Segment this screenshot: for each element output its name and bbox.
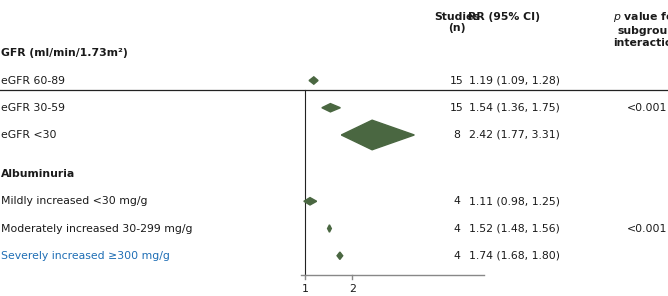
Text: Mildly increased <30 mg/g: Mildly increased <30 mg/g [1,196,148,206]
Text: eGFR <30: eGFR <30 [1,130,57,140]
Text: 1.11 (0.98, 1.25): 1.11 (0.98, 1.25) [469,196,560,206]
Text: RR (95% CI): RR (95% CI) [468,12,540,22]
Text: 1.54 (1.36, 1.75): 1.54 (1.36, 1.75) [469,103,560,113]
Polygon shape [327,225,331,232]
Text: Severely increased ≥300 mg/g: Severely increased ≥300 mg/g [1,251,170,261]
Text: 1.52 (1.48, 1.56): 1.52 (1.48, 1.56) [469,223,560,234]
Polygon shape [337,252,343,259]
Polygon shape [341,120,414,150]
Text: Albuminuria: Albuminuria [1,169,75,179]
Polygon shape [322,104,341,112]
Text: $p$ value for
subgroup
interaction: $p$ value for subgroup interaction [613,10,668,48]
Text: 1.74 (1.68, 1.80): 1.74 (1.68, 1.80) [469,251,560,261]
Text: 2.42 (1.77, 3.31): 2.42 (1.77, 3.31) [469,130,560,140]
Text: 1.19 (1.09, 1.28): 1.19 (1.09, 1.28) [469,75,560,86]
Text: 4: 4 [454,251,460,261]
Text: 1: 1 [301,284,308,294]
Text: Studies
(n): Studies (n) [434,12,480,33]
Polygon shape [304,198,317,205]
Text: eGFR 30-59: eGFR 30-59 [1,103,65,113]
Text: 4: 4 [454,196,460,206]
Text: eGFR 60-89: eGFR 60-89 [1,75,65,86]
Text: Moderately increased 30-299 mg/g: Moderately increased 30-299 mg/g [1,223,193,234]
Text: <0.001: <0.001 [627,223,667,234]
Text: <0.001: <0.001 [627,103,667,113]
Text: 8: 8 [454,130,460,140]
Text: 15: 15 [450,75,464,86]
Text: 2: 2 [349,284,355,294]
Text: 15: 15 [450,103,464,113]
Polygon shape [309,77,318,84]
Text: GFR (ml/min/1.73m²): GFR (ml/min/1.73m²) [1,48,128,58]
Text: 4: 4 [454,223,460,234]
